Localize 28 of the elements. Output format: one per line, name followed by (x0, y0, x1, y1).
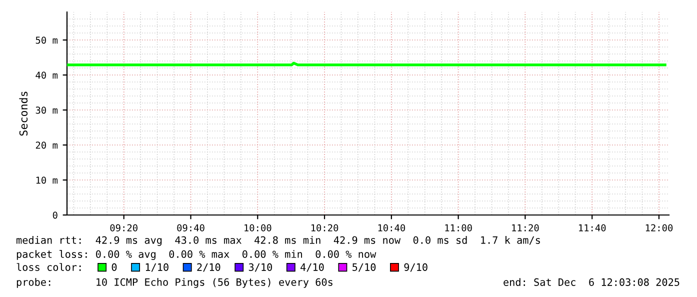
y-tick-label: 40 m (36, 72, 58, 79)
legend-label: 5/10 (352, 263, 376, 272)
text: median rtt: 42.9 ms avg 43.0 ms max 42.8 ms min 42.9 ms now 0.0 ms sd 1.7 k am/s (16, 236, 540, 246)
legend-label: 0 (112, 263, 117, 271)
legend-label: 2/10 (197, 263, 220, 272)
x-tick-label: 09:20 (110, 224, 138, 232)
y-axis-title: Seconds (19, 92, 28, 136)
legend-label: 9/10 (404, 263, 428, 272)
x-tick-label: 11:20 (512, 224, 539, 232)
x-tick-label: 11:40 (579, 224, 606, 232)
x-tick-label: 11:00 (445, 224, 472, 232)
y-tick-label: 0 (52, 212, 58, 219)
legend-label: 4/10 (300, 263, 324, 272)
y-tick-label: 20 m (36, 142, 58, 149)
legend-label: 3/10 (248, 263, 272, 272)
y-tick-label: 30 m (36, 106, 58, 114)
x-tick-label: 12:00 (646, 224, 673, 232)
legend-title: loss color: (16, 263, 81, 271)
x-tick-label: 10:40 (378, 224, 406, 232)
x-tick-label: 09:40 (177, 224, 204, 232)
text: packet loss: 0.00 % avg 0.00 % max 0.00 % min 0.00 % now (16, 250, 376, 260)
y-tick-label: 10 m (36, 176, 58, 184)
y-tick-label: 50 m (36, 36, 58, 44)
x-tick-label: 10:20 (311, 224, 338, 232)
text: end: Sat Dec 6 12:03:08 2025 (504, 278, 680, 286)
legend-label: 1/10 (146, 263, 168, 272)
x-tick-label: 10:00 (244, 224, 272, 232)
text: probe: 10 ICMP Echo Pings (56 Bytes) every 60s (16, 278, 332, 288)
